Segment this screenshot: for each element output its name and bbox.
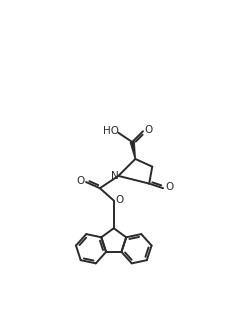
Text: O: O <box>77 176 85 185</box>
Polygon shape <box>130 142 135 159</box>
Text: HO: HO <box>103 126 119 136</box>
Text: O: O <box>144 125 153 135</box>
Text: O: O <box>115 195 123 205</box>
Text: O: O <box>165 182 173 192</box>
Text: N: N <box>111 171 118 181</box>
